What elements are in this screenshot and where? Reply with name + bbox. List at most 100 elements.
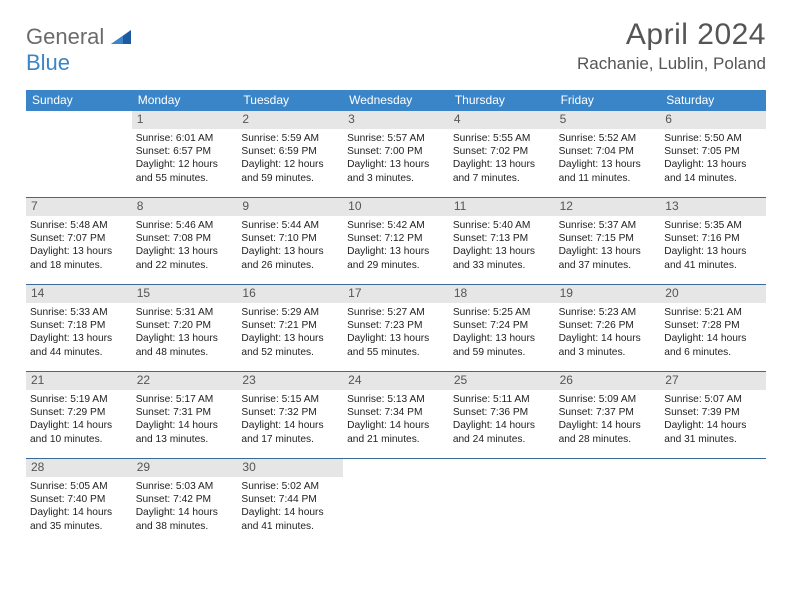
sunrise-text: Sunrise: 6:01 AM (136, 132, 234, 145)
day-number: 20 (660, 285, 766, 303)
calendar: Sunday Monday Tuesday Wednesday Thursday… (26, 90, 766, 545)
logo-text-blue: Blue (26, 50, 70, 75)
day-cell: 25Sunrise: 5:11 AMSunset: 7:36 PMDayligh… (449, 372, 555, 458)
sunrise-text: Sunrise: 5:09 AM (559, 393, 657, 406)
sunset-text: Sunset: 7:24 PM (453, 319, 551, 332)
daylight-text: Daylight: 13 hours and 7 minutes. (453, 158, 551, 184)
daylight-text: Daylight: 13 hours and 11 minutes. (559, 158, 657, 184)
sunrise-text: Sunrise: 5:17 AM (136, 393, 234, 406)
day-number: 22 (132, 372, 238, 390)
sunset-text: Sunset: 7:07 PM (30, 232, 128, 245)
sunrise-text: Sunrise: 5:42 AM (347, 219, 445, 232)
logo-wordmark: General Blue (26, 24, 131, 76)
day-number: 8 (132, 198, 238, 216)
day-cell (660, 459, 766, 545)
day-number: 24 (343, 372, 449, 390)
day-number: 29 (132, 459, 238, 477)
sunset-text: Sunset: 7:34 PM (347, 406, 445, 419)
daylight-text: Daylight: 14 hours and 41 minutes. (241, 506, 339, 532)
day-number: 10 (343, 198, 449, 216)
sunset-text: Sunset: 7:40 PM (30, 493, 128, 506)
day-cell (555, 459, 661, 545)
sunset-text: Sunset: 7:26 PM (559, 319, 657, 332)
sunrise-text: Sunrise: 5:21 AM (664, 306, 762, 319)
sunrise-text: Sunrise: 5:33 AM (30, 306, 128, 319)
sunset-text: Sunset: 6:59 PM (241, 145, 339, 158)
daylight-text: Daylight: 14 hours and 31 minutes. (664, 419, 762, 445)
sunrise-text: Sunrise: 5:25 AM (453, 306, 551, 319)
day-number: 12 (555, 198, 661, 216)
daylight-text: Daylight: 14 hours and 35 minutes. (30, 506, 128, 532)
day-cell: 27Sunrise: 5:07 AMSunset: 7:39 PMDayligh… (660, 372, 766, 458)
day-cell: 24Sunrise: 5:13 AMSunset: 7:34 PMDayligh… (343, 372, 449, 458)
daylight-text: Daylight: 13 hours and 18 minutes. (30, 245, 128, 271)
sunrise-text: Sunrise: 5:29 AM (241, 306, 339, 319)
sunset-text: Sunset: 7:04 PM (559, 145, 657, 158)
daylight-text: Daylight: 14 hours and 6 minutes. (664, 332, 762, 358)
daylight-text: Daylight: 13 hours and 59 minutes. (453, 332, 551, 358)
day-cell (26, 111, 132, 197)
sunset-text: Sunset: 7:21 PM (241, 319, 339, 332)
daylight-text: Daylight: 13 hours and 3 minutes. (347, 158, 445, 184)
sunset-text: Sunset: 7:32 PM (241, 406, 339, 419)
sunset-text: Sunset: 7:08 PM (136, 232, 234, 245)
day-cell: 3Sunrise: 5:57 AMSunset: 7:00 PMDaylight… (343, 111, 449, 197)
sunset-text: Sunset: 7:31 PM (136, 406, 234, 419)
sunrise-text: Sunrise: 5:48 AM (30, 219, 128, 232)
sunrise-text: Sunrise: 5:03 AM (136, 480, 234, 493)
day-cell: 19Sunrise: 5:23 AMSunset: 7:26 PMDayligh… (555, 285, 661, 371)
day-cell: 5Sunrise: 5:52 AMSunset: 7:04 PMDaylight… (555, 111, 661, 197)
sunrise-text: Sunrise: 5:23 AM (559, 306, 657, 319)
sunset-text: Sunset: 7:16 PM (664, 232, 762, 245)
sunset-text: Sunset: 7:23 PM (347, 319, 445, 332)
day-cell: 8Sunrise: 5:46 AMSunset: 7:08 PMDaylight… (132, 198, 238, 284)
sunrise-text: Sunrise: 5:07 AM (664, 393, 762, 406)
day-number: 21 (26, 372, 132, 390)
weekday-header-row: Sunday Monday Tuesday Wednesday Thursday… (26, 90, 766, 111)
day-cell: 21Sunrise: 5:19 AMSunset: 7:29 PMDayligh… (26, 372, 132, 458)
sunset-text: Sunset: 7:37 PM (559, 406, 657, 419)
day-number: 19 (555, 285, 661, 303)
weekday-header: Monday (132, 90, 238, 111)
day-number: 13 (660, 198, 766, 216)
day-cell: 1Sunrise: 6:01 AMSunset: 6:57 PMDaylight… (132, 111, 238, 197)
day-cell: 29Sunrise: 5:03 AMSunset: 7:42 PMDayligh… (132, 459, 238, 545)
day-cell: 14Sunrise: 5:33 AMSunset: 7:18 PMDayligh… (26, 285, 132, 371)
day-cell: 4Sunrise: 5:55 AMSunset: 7:02 PMDaylight… (449, 111, 555, 197)
sunrise-text: Sunrise: 5:57 AM (347, 132, 445, 145)
sunrise-text: Sunrise: 5:55 AM (453, 132, 551, 145)
day-number: 4 (449, 111, 555, 129)
location-text: Rachanie, Lublin, Poland (577, 54, 766, 74)
day-number: 25 (449, 372, 555, 390)
day-cell: 26Sunrise: 5:09 AMSunset: 7:37 PMDayligh… (555, 372, 661, 458)
day-number: 1 (132, 111, 238, 129)
logo: General Blue (26, 18, 131, 76)
day-cell: 7Sunrise: 5:48 AMSunset: 7:07 PMDaylight… (26, 198, 132, 284)
sunrise-text: Sunrise: 5:02 AM (241, 480, 339, 493)
sunset-text: Sunset: 7:29 PM (30, 406, 128, 419)
sunrise-text: Sunrise: 5:52 AM (559, 132, 657, 145)
week-row: 28Sunrise: 5:05 AMSunset: 7:40 PMDayligh… (26, 459, 766, 545)
day-number: 14 (26, 285, 132, 303)
sunset-text: Sunset: 7:10 PM (241, 232, 339, 245)
day-cell: 12Sunrise: 5:37 AMSunset: 7:15 PMDayligh… (555, 198, 661, 284)
daylight-text: Daylight: 12 hours and 59 minutes. (241, 158, 339, 184)
day-number: 15 (132, 285, 238, 303)
daylight-text: Daylight: 13 hours and 44 minutes. (30, 332, 128, 358)
day-cell: 20Sunrise: 5:21 AMSunset: 7:28 PMDayligh… (660, 285, 766, 371)
day-cell: 10Sunrise: 5:42 AMSunset: 7:12 PMDayligh… (343, 198, 449, 284)
sunset-text: Sunset: 7:13 PM (453, 232, 551, 245)
logo-text-general: General (26, 24, 104, 49)
header: General Blue April 2024 Rachanie, Lublin… (26, 18, 766, 76)
day-cell: 2Sunrise: 5:59 AMSunset: 6:59 PMDaylight… (237, 111, 343, 197)
daylight-text: Daylight: 13 hours and 14 minutes. (664, 158, 762, 184)
week-row: 1Sunrise: 6:01 AMSunset: 6:57 PMDaylight… (26, 111, 766, 198)
day-cell (449, 459, 555, 545)
day-number: 27 (660, 372, 766, 390)
daylight-text: Daylight: 12 hours and 55 minutes. (136, 158, 234, 184)
calendar-page: General Blue April 2024 Rachanie, Lublin… (0, 0, 792, 545)
day-cell: 23Sunrise: 5:15 AMSunset: 7:32 PMDayligh… (237, 372, 343, 458)
sunrise-text: Sunrise: 5:50 AM (664, 132, 762, 145)
weekday-header: Wednesday (343, 90, 449, 111)
day-number: 26 (555, 372, 661, 390)
